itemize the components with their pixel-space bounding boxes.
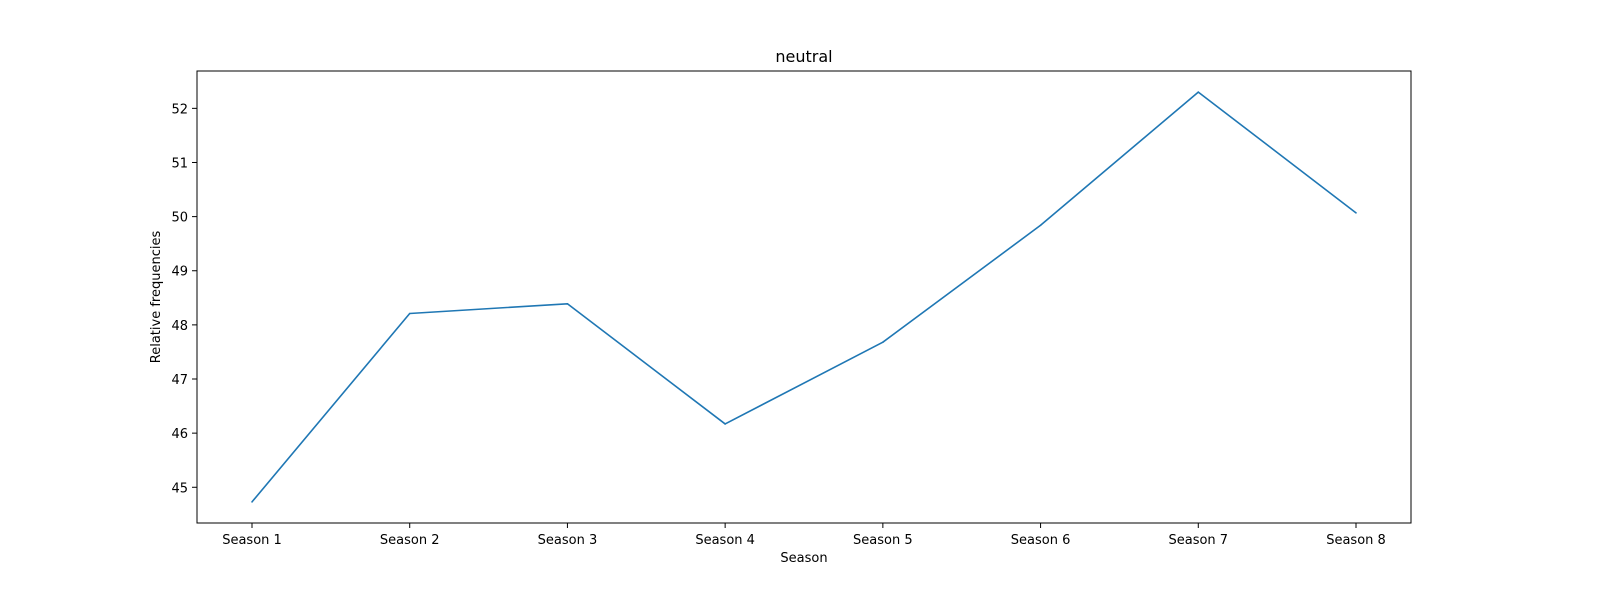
x-tick-label: Season 6 bbox=[1011, 533, 1071, 548]
x-axis: Season 1 Season 2 Season 3 Season 4 Season 5… bbox=[222, 523, 1386, 548]
data-point bbox=[1355, 212, 1357, 214]
y-axis-label: Relative frequencies bbox=[149, 231, 164, 364]
y-tick-label: 46 bbox=[171, 427, 188, 442]
y-tick-label: 47 bbox=[171, 373, 188, 388]
plot-frame bbox=[196, 70, 1412, 524]
y-tick-label: 52 bbox=[171, 102, 188, 117]
x-tick-label: Season 8 bbox=[1326, 533, 1386, 548]
data-point bbox=[566, 302, 569, 305]
x-tick-label: Season 7 bbox=[1168, 533, 1228, 548]
data-point bbox=[1039, 224, 1042, 227]
y-tick-label: 45 bbox=[171, 481, 188, 496]
y-axis: 45 46 47 48 49 50 51 52 bbox=[171, 102, 197, 496]
x-tick-label: Season 1 bbox=[222, 533, 282, 548]
series-line bbox=[251, 91, 1357, 503]
y-tick-label: 51 bbox=[171, 156, 188, 171]
data-point bbox=[724, 423, 726, 425]
x-tick-label: Season 3 bbox=[538, 533, 598, 548]
data-point bbox=[1197, 91, 1200, 93]
plot-area bbox=[251, 91, 1357, 503]
y-tick-label: 50 bbox=[171, 211, 188, 226]
x-axis-label: Season bbox=[780, 551, 827, 566]
data-point bbox=[408, 312, 411, 315]
y-tick-label: 49 bbox=[171, 265, 188, 280]
y-tick-label: 48 bbox=[171, 319, 188, 334]
x-tick-label: Season 5 bbox=[853, 533, 913, 548]
x-tick-label: Season 4 bbox=[695, 533, 755, 548]
data-point bbox=[882, 341, 884, 344]
x-tick-label: Season 2 bbox=[380, 533, 440, 548]
chart-title: neutral bbox=[775, 47, 832, 66]
data-point bbox=[251, 501, 253, 503]
